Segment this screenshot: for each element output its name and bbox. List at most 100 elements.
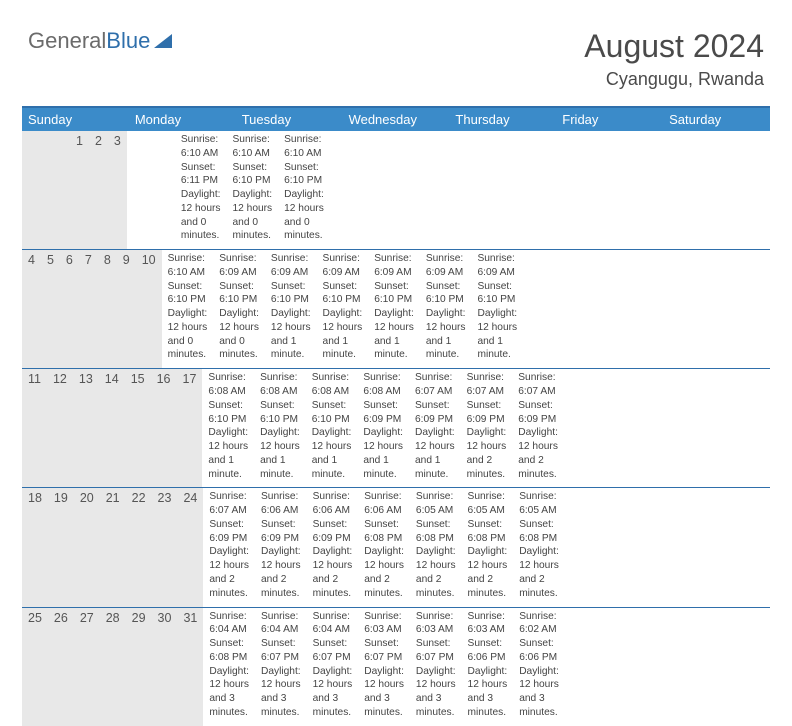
day-number: [22, 131, 34, 249]
daylight-text-a: Daylight: 12 hours: [312, 426, 352, 454]
day-number-row: 18192021222324: [22, 488, 203, 606]
day-content-row: Sunrise: 6:10 AMSunset: 6:11 PMDaylight:…: [127, 131, 330, 249]
day-cell: Sunrise: 6:05 AMSunset: 6:08 PMDaylight:…: [410, 488, 462, 606]
daylight-text-b: and 1 minute.: [271, 335, 311, 363]
sunset-text: Sunset: 6:10 PM: [312, 399, 352, 427]
daylight-text-b: and 0 minutes.: [168, 335, 208, 363]
day-number-row: 123: [22, 131, 127, 249]
daylight-text-a: Daylight: 12 hours: [468, 545, 508, 573]
sunrise-text: Sunrise: 6:04 AM: [313, 610, 353, 638]
sunset-text: Sunset: 6:07 PM: [364, 637, 404, 665]
sunrise-text: Sunrise: 6:10 AM: [168, 252, 208, 280]
sunrise-text: Sunrise: 6:09 AM: [219, 252, 259, 280]
day-cell: Sunrise: 6:03 AMSunset: 6:07 PMDaylight:…: [358, 608, 410, 726]
day-cell: Sunrise: 6:07 AMSunset: 6:09 PMDaylight:…: [512, 369, 564, 487]
day-header-sunday: Sunday: [22, 108, 129, 131]
logo: General Blue: [28, 28, 172, 54]
daylight-text-b: and 1 minute.: [374, 335, 414, 363]
sunset-text: Sunset: 6:09 PM: [313, 518, 353, 546]
daylight-text-b: and 1 minute.: [312, 454, 352, 482]
day-number: 8: [98, 250, 117, 368]
day-cell: [139, 131, 151, 249]
week-row: 11121314151617Sunrise: 6:08 AMSunset: 6:…: [22, 368, 770, 487]
day-number: 21: [100, 488, 126, 606]
sunset-text: Sunset: 6:10 PM: [168, 280, 208, 308]
daylight-text-b: and 1 minute.: [323, 335, 363, 363]
day-number: 16: [151, 369, 177, 487]
day-cell: Sunrise: 6:05 AMSunset: 6:08 PMDaylight:…: [462, 488, 514, 606]
day-number-row: 45678910: [22, 250, 162, 368]
sunrise-text: Sunrise: 6:05 AM: [468, 490, 508, 518]
day-number-row: 25262728293031: [22, 608, 203, 726]
day-header-tuesday: Tuesday: [236, 108, 343, 131]
day-cell: Sunrise: 6:04 AMSunset: 6:07 PMDaylight:…: [255, 608, 307, 726]
day-cell: Sunrise: 6:09 AMSunset: 6:10 PMDaylight:…: [420, 250, 472, 368]
sunrise-text: Sunrise: 6:05 AM: [519, 490, 559, 518]
day-number: 18: [22, 488, 48, 606]
daylight-text-a: Daylight: 12 hours: [168, 307, 208, 335]
daylight-text-a: Daylight: 12 hours: [364, 545, 404, 573]
day-number: 15: [125, 369, 151, 487]
sunset-text: Sunset: 6:10 PM: [233, 161, 273, 189]
daylight-text-a: Daylight: 12 hours: [416, 665, 456, 693]
daylight-text-b: and 2 minutes.: [519, 573, 559, 601]
daylight-text-a: Daylight: 12 hours: [208, 426, 248, 454]
daylight-text-b: and 2 minutes.: [468, 573, 508, 601]
sunset-text: Sunset: 6:09 PM: [518, 399, 558, 427]
day-number: [46, 131, 58, 249]
sunrise-text: Sunrise: 6:08 AM: [363, 371, 403, 399]
daylight-text-b: and 3 minutes.: [416, 692, 456, 720]
day-cell: Sunrise: 6:09 AMSunset: 6:10 PMDaylight:…: [368, 250, 420, 368]
day-cell: Sunrise: 6:09 AMSunset: 6:10 PMDaylight:…: [213, 250, 265, 368]
day-cell: Sunrise: 6:06 AMSunset: 6:09 PMDaylight:…: [307, 488, 359, 606]
sunset-text: Sunset: 6:10 PM: [323, 280, 363, 308]
day-number: [34, 131, 46, 249]
day-cell: Sunrise: 6:03 AMSunset: 6:07 PMDaylight:…: [410, 608, 462, 726]
daylight-text-b: and 1 minute.: [415, 454, 455, 482]
sunset-text: Sunset: 6:08 PM: [519, 518, 559, 546]
daylight-text-b: and 0 minutes.: [284, 216, 324, 244]
daylight-text-a: Daylight: 12 hours: [313, 665, 353, 693]
daylight-text-a: Daylight: 12 hours: [364, 665, 404, 693]
daylight-text-a: Daylight: 12 hours: [233, 188, 273, 216]
day-cell: Sunrise: 6:09 AMSunset: 6:10 PMDaylight:…: [317, 250, 369, 368]
day-header-saturday: Saturday: [663, 108, 770, 131]
sunrise-text: Sunrise: 6:08 AM: [312, 371, 352, 399]
sunset-text: Sunset: 6:10 PM: [426, 280, 466, 308]
daylight-text-b: and 2 minutes.: [416, 573, 456, 601]
day-number: 27: [74, 608, 100, 726]
daylight-text-b: and 3 minutes.: [209, 692, 249, 720]
daylight-text-a: Daylight: 12 hours: [181, 188, 221, 216]
daylight-text-a: Daylight: 12 hours: [374, 307, 414, 335]
daylight-text-b: and 3 minutes.: [364, 692, 404, 720]
sunset-text: Sunset: 6:08 PM: [468, 518, 508, 546]
daylight-text-b: and 0 minutes.: [181, 216, 221, 244]
day-number: 6: [60, 250, 79, 368]
day-number: 26: [48, 608, 74, 726]
day-cell: Sunrise: 6:08 AMSunset: 6:09 PMDaylight:…: [357, 369, 409, 487]
day-content-row: Sunrise: 6:08 AMSunset: 6:10 PMDaylight:…: [202, 369, 563, 487]
daylight-text-a: Daylight: 12 hours: [467, 426, 507, 454]
sunrise-text: Sunrise: 6:06 AM: [313, 490, 353, 518]
sunrise-text: Sunrise: 6:04 AM: [209, 610, 249, 638]
sunrise-text: Sunrise: 6:03 AM: [468, 610, 508, 638]
sunset-text: Sunset: 6:10 PM: [208, 399, 248, 427]
sunrise-text: Sunrise: 6:09 AM: [323, 252, 363, 280]
day-number: 23: [152, 488, 178, 606]
sunrise-text: Sunrise: 6:06 AM: [261, 490, 301, 518]
daylight-text-a: Daylight: 12 hours: [219, 307, 259, 335]
sunset-text: Sunset: 6:10 PM: [284, 161, 324, 189]
sunrise-text: Sunrise: 6:07 AM: [467, 371, 507, 399]
daylight-text-a: Daylight: 12 hours: [261, 545, 301, 573]
day-content-row: Sunrise: 6:04 AMSunset: 6:08 PMDaylight:…: [203, 608, 564, 726]
day-cell: Sunrise: 6:06 AMSunset: 6:08 PMDaylight:…: [358, 488, 410, 606]
day-cell: Sunrise: 6:07 AMSunset: 6:09 PMDaylight:…: [461, 369, 513, 487]
week-row: 123Sunrise: 6:10 AMSunset: 6:11 PMDaylig…: [22, 131, 770, 249]
day-header-wednesday: Wednesday: [343, 108, 450, 131]
sunrise-text: Sunrise: 6:08 AM: [208, 371, 248, 399]
day-number: [58, 131, 70, 249]
day-number: 19: [48, 488, 74, 606]
sunrise-text: Sunrise: 6:07 AM: [415, 371, 455, 399]
daylight-text-a: Daylight: 12 hours: [415, 426, 455, 454]
day-header-friday: Friday: [556, 108, 663, 131]
